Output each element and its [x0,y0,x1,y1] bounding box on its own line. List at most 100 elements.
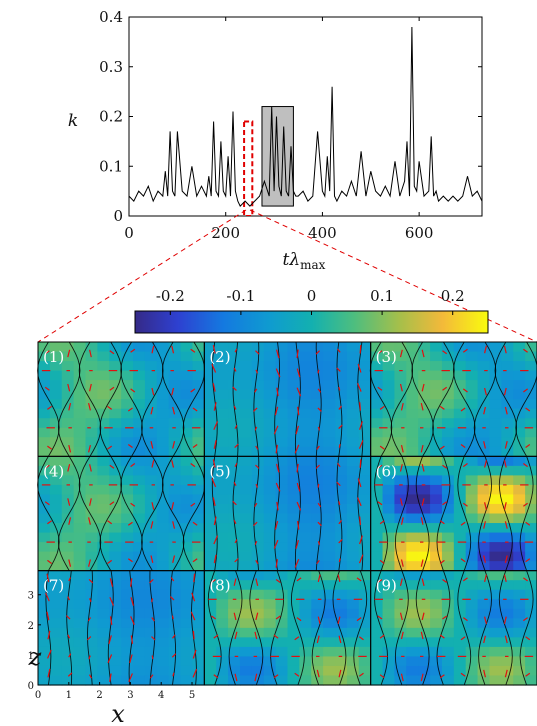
velocity-arrow [88,578,94,584]
heat-cell [513,665,526,677]
heat-cell [323,646,336,658]
heat-cell [168,503,182,515]
velocity-arrow [44,386,50,391]
velocity-arrow [192,649,197,659]
x-tick-label: 200 [211,224,240,242]
heat-cell [477,503,491,515]
velocity-arrow [47,668,51,678]
heat-cell [489,608,502,619]
heat-cell [73,637,87,648]
panel-label: (3) [376,348,397,366]
heat-cell [513,475,526,486]
velocity-arrow [442,615,448,620]
heat-cell [358,503,372,515]
velocity-arrow [190,463,196,468]
heat-cell [49,389,63,400]
heat-cell [311,608,324,619]
heat-cell [133,675,146,686]
heat-cell [501,532,514,543]
velocity-arrow [523,348,528,353]
heat-cell [275,446,289,457]
heat-cell [168,608,182,619]
heat-cell [406,675,419,686]
velocity-arrow [253,521,258,527]
heat-cell [370,513,384,524]
heat-cell [501,503,514,515]
heat-cell [133,656,146,667]
velocity-arrow [107,405,113,410]
heat-cell [418,589,431,600]
contour-line [170,570,177,686]
contour-line [315,341,322,457]
velocity-arrow [255,559,259,565]
heat-cell [180,484,194,496]
heat-cell [168,361,182,372]
velocity-arrow [439,520,445,525]
velocity-arrow [89,464,92,472]
heat-cell [192,380,205,391]
heat-cell [180,418,194,429]
heat-cell [406,513,419,524]
heat-cell [287,427,300,438]
velocity-arrow [484,616,487,625]
heat-cell [251,484,265,496]
velocity-arrow [421,578,425,586]
velocity-arrow [504,555,508,563]
heat-cell [441,551,455,562]
velocity-arrows [208,574,367,682]
heat-cell [216,599,229,610]
heat-cell [358,627,372,638]
velocity-arrow [151,460,155,468]
velocity-arrow [503,502,507,510]
heat-cell [121,380,134,391]
heat-cell [180,618,194,629]
contour-line [336,456,343,571]
heat-cell [85,646,98,658]
heat-cell [430,656,443,667]
heat-cell [382,484,396,496]
heat-cell [216,542,229,553]
heat-cell [97,389,110,400]
heat-cell [73,399,87,410]
heat-cell [251,656,265,667]
velocity-arrow [294,444,300,454]
heat-cell [180,665,194,677]
heat-cell [49,484,63,496]
heat-cell [263,494,277,505]
heat-cell [38,542,51,553]
velocity-arrow [172,555,176,563]
heat-cell [382,665,396,677]
heat-cell [525,446,537,457]
heat-cell [85,437,98,448]
heat-cell [346,475,360,486]
heat-cell [346,570,360,581]
velocity-arrow [504,521,508,529]
velocity-arrow [462,617,468,622]
heat-cell [73,551,87,562]
heat-cell [228,561,241,572]
heat-cell [394,532,407,543]
velocity-arrow [130,388,136,393]
contour-line [353,570,368,686]
heat-cell [192,342,205,353]
heat-cell [263,465,277,476]
heat-cell [156,456,170,467]
heat-cell [406,523,419,534]
contour-line [228,570,243,686]
heat-cell [489,408,502,419]
heat-cell [489,580,502,591]
heat-cell [418,456,431,467]
heat-cell [346,637,360,648]
heat-cell [453,503,467,515]
heat-cell [418,484,431,496]
heat-cell [180,342,194,353]
velocity-arrow [336,367,341,372]
contour-lines [374,456,534,571]
heat-cell [168,342,182,353]
heat-cell [525,637,537,648]
heat-cell [453,627,467,638]
heat-cell [133,570,146,581]
velocity-arrow [503,387,507,396]
heat-cell [180,561,194,572]
heat-cell [263,599,277,610]
